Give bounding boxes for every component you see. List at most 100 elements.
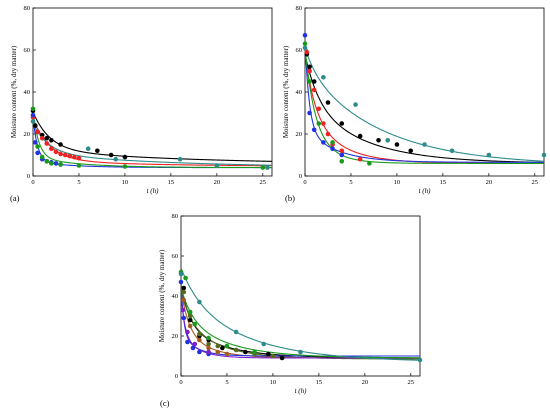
data-point-olive (187, 313, 193, 319)
data-point-black (181, 285, 187, 291)
fit-curve-red (33, 118, 272, 167)
data-point-green (206, 335, 211, 341)
data-point-teal (298, 349, 303, 355)
data-point-teal (178, 271, 184, 277)
fit-curve-black (33, 111, 272, 162)
y-tick-label: 20 (24, 131, 31, 138)
data-point-red (307, 68, 312, 74)
data-point-black (187, 317, 193, 323)
data-point-blue (197, 349, 202, 355)
x-tick-label: 10 (122, 179, 129, 186)
y-tick-label: 40 (172, 293, 179, 300)
x-tick-label: 5 (77, 179, 80, 186)
y-tick-label: 0 (27, 173, 30, 180)
data-point-black (122, 154, 128, 160)
data-point-purple (192, 341, 198, 347)
data-point-green (39, 154, 45, 160)
data-point-red (39, 135, 45, 141)
data-point-red (311, 87, 317, 93)
data-point-olive (215, 343, 221, 349)
data-point-blue (181, 315, 187, 321)
y-axis-title: Moisture content (%, dry matter) (10, 45, 18, 138)
x-axis-title: t (h) (419, 187, 432, 195)
x-tick-label: 0 (303, 179, 306, 186)
data-point-purple (180, 307, 186, 313)
data-point-teal (113, 156, 119, 162)
y-tick-label: 80 (172, 213, 179, 220)
data-point-green (192, 321, 198, 327)
data-point-green (367, 161, 372, 166)
data-point-teal (233, 329, 239, 335)
data-point-red (62, 152, 68, 158)
data-point-black (39, 132, 45, 138)
fit-curve-purple (181, 293, 420, 359)
data-point-teal (197, 299, 202, 305)
data-point-black (220, 345, 225, 351)
data-point-black (49, 138, 54, 143)
y-tick-label: 80 (296, 5, 303, 12)
data-point-teal (486, 152, 492, 158)
x-axis-title: t (h) (147, 187, 160, 195)
data-point-teal (302, 45, 308, 51)
fit-curve-green (33, 110, 272, 169)
data-point-teal (385, 138, 391, 143)
x-tick-label: 10 (394, 179, 401, 186)
data-point-red (72, 154, 77, 160)
data-point-green (330, 140, 335, 145)
data-point-blue (321, 140, 326, 145)
x-axis-title: t (h) (295, 387, 308, 395)
fit-curve-blue (181, 281, 420, 357)
data-point-teal (353, 102, 358, 107)
y-tick-label: 20 (296, 131, 303, 138)
panel-label: (c) (160, 398, 170, 408)
data-point-black (408, 148, 414, 154)
data-point-blue (35, 150, 40, 156)
y-tick-label: 60 (172, 253, 179, 260)
data-point-green (260, 165, 266, 170)
data-point-blue (30, 112, 36, 118)
data-point-blue (53, 161, 59, 166)
data-point-red (58, 151, 63, 157)
x-tick-label: 10 (270, 379, 277, 386)
x-tick-label: 5 (349, 179, 352, 186)
data-point-green (187, 309, 193, 315)
data-point-teal (321, 75, 326, 80)
data-point-green (76, 163, 82, 168)
data-point-black (339, 121, 345, 126)
x-tick-label: 5 (225, 379, 228, 386)
data-point-olive (206, 341, 211, 347)
data-point-brown (206, 345, 211, 351)
x-tick-label: 25 (532, 179, 539, 186)
fit-curve-blue (305, 40, 544, 163)
fit-curve-black (305, 54, 544, 163)
data-point-teal (265, 165, 270, 170)
data-point-red (44, 141, 50, 146)
data-point-teal (30, 119, 36, 124)
data-point-black (279, 355, 285, 361)
y-axis-title: Moisture content (%, dry matter) (158, 249, 166, 342)
fit-curve-teal (33, 123, 272, 166)
y-axis-title: Moisture content (%, dry matter) (282, 45, 290, 138)
data-point-teal (261, 341, 267, 347)
data-point-black (394, 142, 400, 147)
x-tick-label: 20 (486, 179, 493, 186)
data-point-brown (215, 349, 221, 355)
data-point-red (67, 153, 73, 159)
y-tick-label: 60 (24, 47, 31, 54)
data-point-purple (206, 349, 211, 355)
y-tick-label: 60 (296, 47, 303, 54)
x-tick-label: 20 (362, 379, 369, 386)
data-point-green (122, 164, 128, 169)
plot-frame (32, 7, 273, 177)
data-point-red (304, 49, 310, 55)
fit-curve-green (305, 47, 544, 164)
data-point-black (357, 133, 363, 139)
data-point-teal (422, 142, 427, 147)
panel-label: (b) (285, 193, 295, 203)
data-point-green (30, 106, 36, 112)
data-point-red (321, 121, 326, 126)
y-tick-label: 40 (296, 89, 303, 96)
data-point-black (311, 79, 317, 84)
data-point-blue (32, 140, 38, 145)
